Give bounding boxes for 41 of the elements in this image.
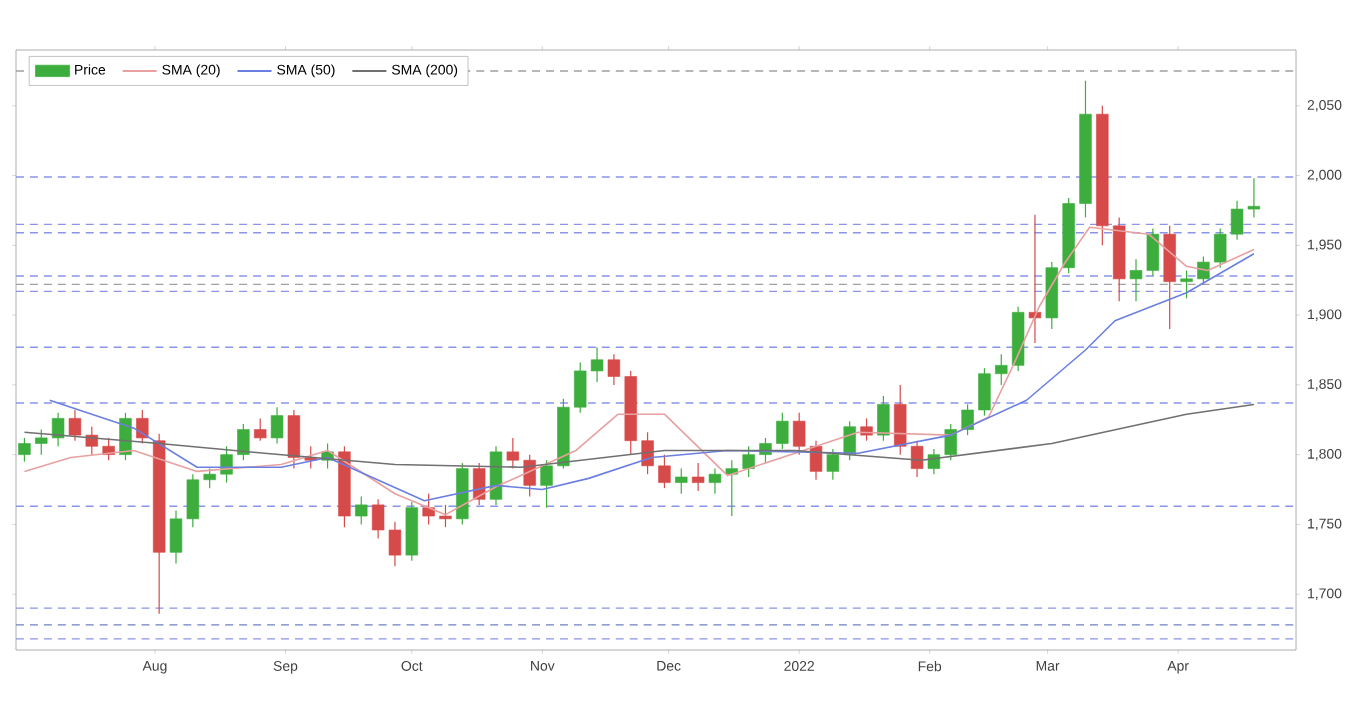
candlestick <box>658 454 671 489</box>
candlestick <box>826 448 840 481</box>
candlestick <box>270 406 284 445</box>
line-series <box>48 252 1255 502</box>
candlestick <box>287 409 301 470</box>
candlestick <box>203 468 216 489</box>
candlestick <box>35 428 48 456</box>
candlestick <box>910 440 924 478</box>
candlestick <box>742 445 755 478</box>
candlestick <box>18 437 31 463</box>
candlestick <box>422 493 435 526</box>
candlestick <box>51 412 65 447</box>
candlestick <box>439 504 452 528</box>
candlestick <box>691 462 705 492</box>
candlestick <box>708 468 722 495</box>
candlestick <box>877 395 890 442</box>
candlestick <box>1163 225 1176 330</box>
candlestick <box>237 423 250 461</box>
candlestick <box>894 384 907 456</box>
candlestick <box>136 409 149 445</box>
candlestick <box>1214 228 1227 269</box>
candlestick <box>776 412 789 450</box>
candlestick <box>1180 269 1193 299</box>
candlestick <box>978 367 991 417</box>
candlestick <box>405 501 418 562</box>
candlestick <box>961 403 974 436</box>
candlestick <box>675 468 688 495</box>
candlestick <box>590 346 604 383</box>
candlestick <box>995 353 1008 386</box>
candlestick <box>944 423 957 461</box>
candlestick <box>68 409 82 442</box>
candlestick <box>607 353 621 386</box>
candlestick <box>574 361 587 414</box>
candlestick <box>489 445 503 506</box>
candlestick <box>355 495 368 526</box>
candlestick <box>540 459 553 509</box>
candlestick <box>1028 214 1042 344</box>
candlestick <box>254 417 267 442</box>
candlestick <box>1197 255 1210 286</box>
candlestick <box>725 459 738 517</box>
candlestick <box>506 437 520 470</box>
